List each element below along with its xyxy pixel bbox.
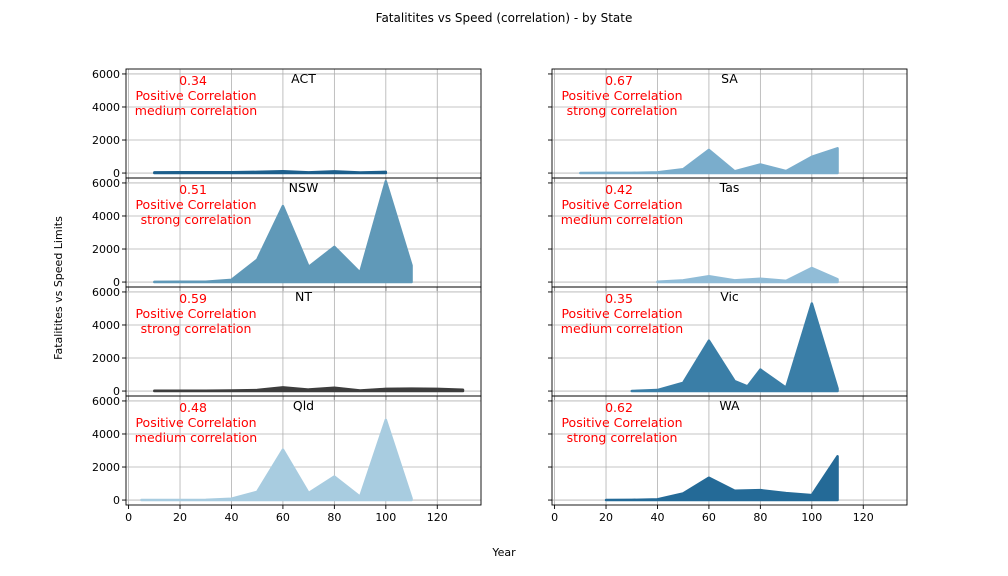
y-axis-label: Fatalitites vs Speed Limits bbox=[52, 216, 65, 360]
correlation-direction: Positive Correlation bbox=[135, 306, 256, 321]
y-tick-label: 2000 bbox=[92, 352, 120, 365]
area-series-nt bbox=[153, 386, 465, 393]
area-series-sa bbox=[579, 147, 839, 175]
x-tick-label: 100 bbox=[801, 511, 822, 524]
x-tick-label: 100 bbox=[375, 511, 396, 524]
area-series-act bbox=[153, 169, 388, 175]
y-tick-label: 0 bbox=[113, 385, 120, 398]
panel-qld: 0 2000 4000 6000 0 20 40 60 80 100 120 Qld 0.48Posit… bbox=[92, 395, 482, 524]
area-series-qld bbox=[140, 418, 413, 502]
correlation-strength: strong correlation bbox=[141, 321, 252, 336]
y-tick-label: 2000 bbox=[92, 243, 120, 256]
correlation-direction: Positive Correlation bbox=[561, 88, 682, 103]
state-label-nsw: NSW bbox=[289, 180, 319, 195]
state-label-act: ACT bbox=[291, 71, 316, 86]
x-tick-label: 60 bbox=[276, 511, 290, 524]
chart-title: Fatalitites vs Speed (correlation) - by … bbox=[376, 11, 633, 25]
correlation-strength: medium correlation bbox=[561, 321, 683, 336]
correlation-value: 0.67 bbox=[605, 73, 633, 88]
y-tick-label: 0 bbox=[113, 276, 120, 289]
correlation-direction: Positive Correlation bbox=[135, 88, 256, 103]
y-tick-label: 6000 bbox=[92, 177, 120, 190]
x-tick-label: 120 bbox=[853, 511, 874, 524]
correlation-strength: medium correlation bbox=[561, 212, 683, 227]
correlation-direction: Positive Correlation bbox=[561, 306, 682, 321]
state-label-sa: SA bbox=[721, 71, 738, 86]
y-tick-label: 6000 bbox=[92, 395, 120, 408]
correlation-direction: Positive Correlation bbox=[135, 415, 256, 430]
area-series-wa bbox=[604, 455, 839, 502]
correlation-value: 0.59 bbox=[179, 291, 207, 306]
x-tick-label: 120 bbox=[427, 511, 448, 524]
y-tick-label: 6000 bbox=[92, 68, 120, 81]
y-tick-label: 2000 bbox=[92, 134, 120, 147]
correlation-direction: Positive Correlation bbox=[561, 415, 682, 430]
x-tick-label: 0 bbox=[125, 511, 132, 524]
correlation-direction: Positive Correlation bbox=[561, 197, 682, 212]
y-tick-label: 4000 bbox=[92, 428, 120, 441]
correlation-value: 0.42 bbox=[605, 182, 633, 197]
correlation-direction: Positive Correlation bbox=[135, 197, 256, 212]
x-tick-label: 0 bbox=[551, 511, 558, 524]
x-axis-label: Year bbox=[491, 546, 516, 559]
y-tick-label: 2000 bbox=[92, 461, 120, 474]
correlation-value: 0.48 bbox=[179, 400, 207, 415]
correlation-strength: strong correlation bbox=[141, 212, 252, 227]
panel-frame bbox=[551, 395, 908, 506]
y-tick-label: 4000 bbox=[92, 319, 120, 332]
area-series-vic bbox=[630, 302, 839, 393]
y-tick-label: 0 bbox=[113, 494, 120, 507]
y-tick-label: 6000 bbox=[92, 286, 120, 299]
state-label-nt: NT bbox=[295, 289, 312, 304]
correlation-strength: medium correlation bbox=[135, 103, 257, 118]
correlation-value: 0.62 bbox=[605, 400, 633, 415]
y-tick-label: 4000 bbox=[92, 210, 120, 223]
x-tick-label: 40 bbox=[224, 511, 238, 524]
x-tick-label: 20 bbox=[599, 511, 613, 524]
panel-frame bbox=[125, 395, 482, 506]
state-label-vic: Vic bbox=[720, 289, 739, 304]
area-series-nsw bbox=[153, 180, 413, 284]
x-tick-label: 80 bbox=[327, 511, 341, 524]
state-label-wa: WA bbox=[719, 398, 740, 413]
x-tick-label: 40 bbox=[650, 511, 664, 524]
y-tick-label: 0 bbox=[113, 167, 120, 180]
y-tick-label: 4000 bbox=[92, 101, 120, 114]
x-tick-label: 20 bbox=[173, 511, 187, 524]
x-tick-label: 60 bbox=[702, 511, 716, 524]
correlation-value: 0.51 bbox=[179, 182, 207, 197]
correlation-strength: strong correlation bbox=[567, 103, 678, 118]
correlation-value: 0.34 bbox=[179, 73, 207, 88]
correlation-strength: medium correlation bbox=[135, 430, 257, 445]
state-label-qld: Qld bbox=[293, 398, 314, 413]
correlation-value: 0.35 bbox=[605, 291, 633, 306]
x-tick-label: 80 bbox=[753, 511, 767, 524]
correlation-strength: strong correlation bbox=[567, 430, 678, 445]
state-label-tas: Tas bbox=[719, 180, 740, 195]
